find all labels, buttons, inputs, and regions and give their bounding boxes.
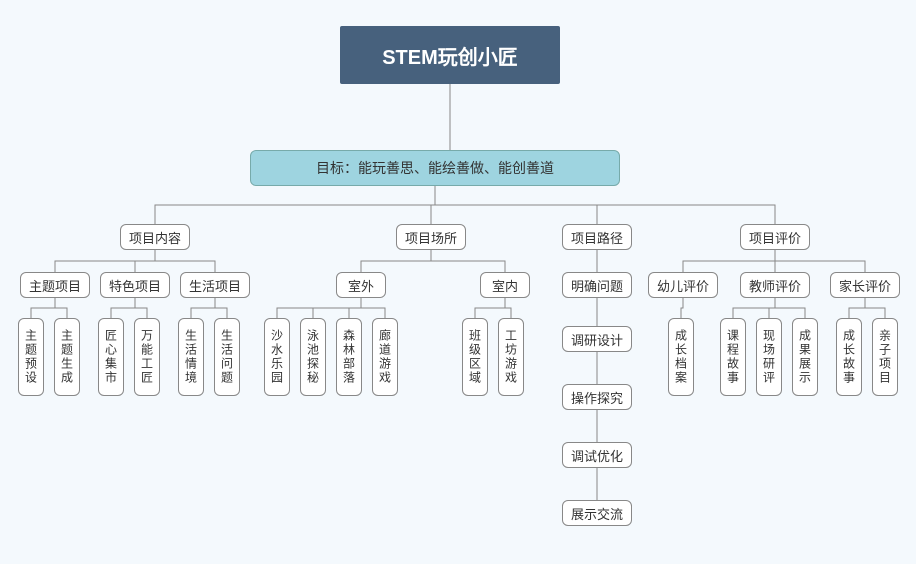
node-主题生成: 主题生成 [54,318,80,396]
node-feature: 特色项目 [100,272,170,298]
node-廊道游戏: 廊道游戏 [372,318,398,396]
node-森林部落: 森林部落 [336,318,362,396]
node-调研设计: 调研设计 [562,326,632,352]
node-目标：能玩善思、能绘善做、能创善道: 目标：能玩善思、能绘善做、能创善道 [250,150,620,186]
node-problem: 明确问题 [562,272,632,298]
node-工坊游戏: 工坊游戏 [498,318,524,396]
node-STEM玩创小匠: STEM玩创小匠 [340,26,560,84]
node-调试优化: 调试优化 [562,442,632,468]
node-成长故事: 成长故事 [836,318,862,396]
node-匠心集市: 匠心集市 [98,318,124,396]
node-沙水乐园: 沙水乐园 [264,318,290,396]
node-theme: 主题项目 [20,272,90,298]
node-亲子项目: 亲子项目 [872,318,898,396]
node-eval: 项目评价 [740,224,810,250]
node-parent: 家长评价 [830,272,900,298]
node-成长档案: 成长档案 [668,318,694,396]
node-泳池探秘: 泳池探秘 [300,318,326,396]
node-life: 生活项目 [180,272,250,298]
node-主题预设: 主题预设 [18,318,44,396]
node-生活问题: 生活问题 [214,318,240,396]
node-生活情境: 生活情境 [178,318,204,396]
node-teacher: 教师评价 [740,272,810,298]
node-万能工匠: 万能工匠 [134,318,160,396]
node-现场研评: 现场研评 [756,318,782,396]
node-成果展示: 成果展示 [792,318,818,396]
node-班级区域: 班级区域 [462,318,488,396]
node-outdoor: 室外 [336,272,386,298]
node-课程故事: 课程故事 [720,318,746,396]
node-操作探究: 操作探究 [562,384,632,410]
node-indoor: 室内 [480,272,530,298]
node-child: 幼儿评价 [648,272,718,298]
node-place: 项目场所 [396,224,466,250]
node-content: 项目内容 [120,224,190,250]
node-path: 项目路径 [562,224,632,250]
node-展示交流: 展示交流 [562,500,632,526]
